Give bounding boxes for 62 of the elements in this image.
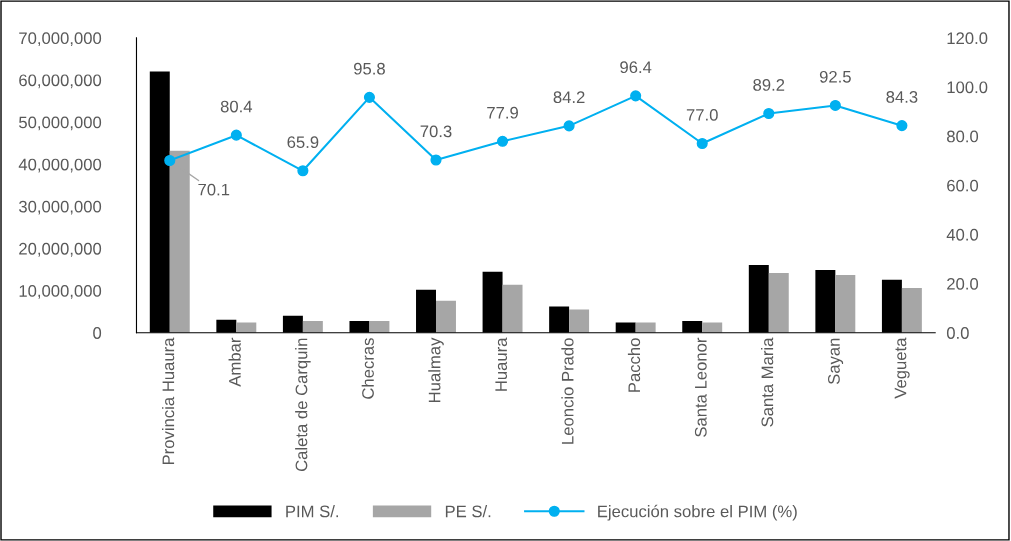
y2-tick-label: 80.0 (947, 130, 979, 143)
bar (768, 272, 789, 333)
point (297, 165, 309, 177)
point (696, 137, 708, 150)
y2-tick-label: 20.0 (947, 277, 979, 290)
y-tick-label: 50,000,000 (19, 116, 102, 131)
point (829, 99, 841, 111)
x-tick-label: Vegueta (894, 337, 910, 399)
x-tick-label: Caleta de Carquin (295, 338, 311, 472)
point (896, 120, 908, 132)
legend-label: PIM S/. (286, 505, 339, 518)
x-tick-label: Santa Maria (761, 337, 774, 427)
point (164, 154, 176, 167)
data-label: 80.4 (220, 100, 253, 113)
data-label: 95.8 (354, 62, 385, 75)
x-tick-label: Sayan (828, 338, 844, 385)
y2-tick-label: 100.0 (947, 81, 988, 94)
y-tick-label: 20,000,000 (19, 242, 102, 257)
bar (302, 320, 323, 333)
point (763, 107, 775, 120)
point (363, 91, 375, 103)
x-tick-label: Santa Leonor (694, 337, 707, 437)
point (630, 90, 642, 102)
point (430, 154, 442, 166)
y2-tick-label: 60.0 (947, 179, 979, 192)
data-label: 96.4 (620, 61, 652, 74)
data-label: 84.3 (886, 91, 918, 103)
y-tick-label: 10,000,000 (19, 285, 102, 299)
point (496, 135, 509, 147)
x-tick-label: Leoncio Prado (561, 338, 574, 444)
y-tick-label: 60,000,000 (19, 74, 102, 89)
y-tick-label: 70,000,000 (19, 32, 102, 47)
y-tick-label: 0 (93, 327, 102, 339)
x-tick-label: Provincia Huaura (162, 337, 175, 465)
x-tick-label: Huaura (495, 337, 508, 391)
bar (435, 300, 456, 333)
data-label: 70.3 (420, 125, 452, 138)
y-tick-label: 40,000,000 (18, 158, 102, 173)
data-label: 77.0 (686, 108, 718, 121)
data-label: 89.2 (753, 79, 785, 91)
bar (901, 288, 922, 333)
data-label: 84.2 (553, 91, 585, 104)
data-label: 70.1 (198, 183, 230, 196)
y2-tick-label: 120.0 (947, 32, 988, 45)
bar (369, 320, 390, 333)
data-label: 77.9 (487, 106, 518, 119)
x-tick-label: Paccho (627, 338, 641, 392)
bar (502, 284, 523, 333)
y2-tick-label: 0.0 (946, 327, 969, 339)
bar (569, 309, 590, 333)
x-tick-label: Hualmay (428, 337, 444, 402)
y-tick-label: 30,000,000 (18, 200, 102, 215)
x-tick-label: Checras (361, 338, 374, 399)
x-tick-label: Ambar (228, 337, 241, 387)
y2-tick-label: 40.0 (946, 228, 979, 241)
legend-label: PE S/. (445, 505, 491, 518)
data-label: 92.5 (819, 70, 851, 83)
point (563, 120, 575, 132)
point (230, 129, 242, 141)
legend-label: Ejecución sobre el PIM (%) (598, 504, 797, 521)
data-label: 65.9 (287, 136, 319, 149)
bar (835, 275, 856, 333)
